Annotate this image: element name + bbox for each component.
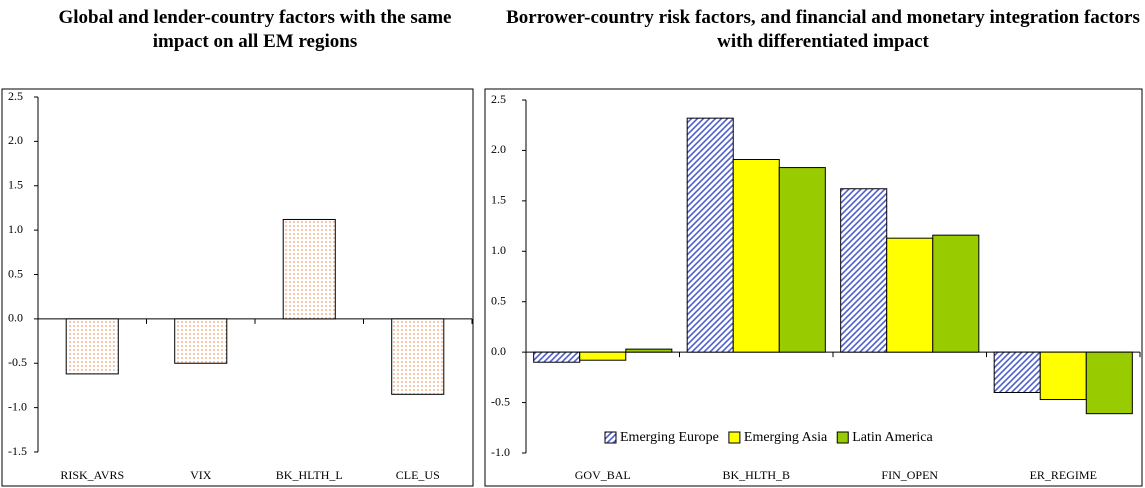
y-tick-label: -0.5 xyxy=(491,394,510,408)
y-tick-label: 1.0 xyxy=(491,243,506,257)
bar xyxy=(932,234,980,353)
bar xyxy=(1039,351,1087,401)
legend-label: Emerging Asia xyxy=(744,430,828,445)
y-tick-label: 1.5 xyxy=(491,193,506,207)
x-tick-label: BK_HLTH_B xyxy=(722,468,790,482)
plot-frame xyxy=(1,88,474,487)
y-tick-label: -1.0 xyxy=(491,445,510,459)
legend-swatch xyxy=(728,431,741,444)
x-tick-label: RISK_AVRS xyxy=(60,468,124,482)
bar xyxy=(993,351,1041,393)
y-tick-label: 2.0 xyxy=(491,142,506,156)
y-tick-label: -0.5 xyxy=(8,355,27,369)
y-tick-label: 0.5 xyxy=(491,293,506,307)
bar xyxy=(886,237,934,353)
bar xyxy=(282,218,336,320)
x-tick-label: GOV_BAL xyxy=(575,468,631,482)
legend-label: Latin America xyxy=(852,430,933,445)
bar xyxy=(174,318,228,364)
bar xyxy=(686,117,734,353)
bar xyxy=(65,318,119,375)
x-tick-label: VIX xyxy=(190,468,212,482)
bar xyxy=(778,167,826,353)
x-tick-label: BK_HLTH_L xyxy=(276,468,343,482)
x-tick-label: CLE_US xyxy=(396,468,440,482)
bar xyxy=(625,348,673,353)
bar xyxy=(533,351,581,363)
bar xyxy=(391,318,445,395)
bar xyxy=(579,351,627,361)
y-tick-label: -1.5 xyxy=(8,444,27,458)
y-tick-label: 2.0 xyxy=(8,133,23,147)
y-tick-label: -1.0 xyxy=(8,399,27,413)
y-tick-label: 2.5 xyxy=(491,92,506,106)
bar xyxy=(1085,351,1133,415)
bar xyxy=(840,188,888,353)
y-tick-label: 1.5 xyxy=(8,178,23,192)
chart-title: Borrower-country risk factors, and finan… xyxy=(506,7,1140,52)
y-tick-label: 1.0 xyxy=(8,222,23,236)
plot-frame xyxy=(484,88,1143,487)
y-tick-label: 0.5 xyxy=(8,266,23,280)
bar xyxy=(732,159,780,353)
y-tick-label: 0.0 xyxy=(491,344,506,358)
legend-label: Emerging Europe xyxy=(620,430,719,445)
y-tick-label: 0.0 xyxy=(8,311,23,325)
legend-swatch xyxy=(604,431,617,444)
legend-swatch xyxy=(836,431,849,444)
x-tick-label: ER_REGIME xyxy=(1030,468,1097,482)
x-tick-label: FIN_OPEN xyxy=(881,468,938,482)
chart-title: Global and lender-country factors with t… xyxy=(58,7,452,52)
y-tick-label: 2.5 xyxy=(8,89,23,103)
